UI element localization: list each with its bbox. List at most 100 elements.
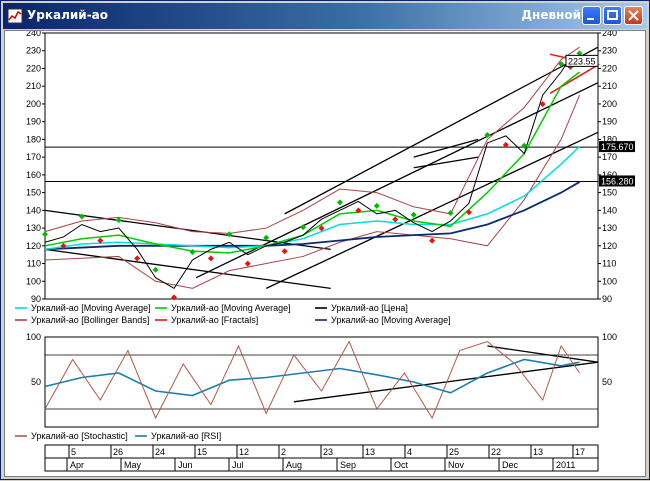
maximize-button[interactable] bbox=[603, 6, 622, 25]
month-label: 2011 bbox=[556, 460, 575, 470]
trend-line bbox=[284, 46, 599, 215]
month-label: Nov bbox=[448, 460, 465, 470]
month-label: Dec bbox=[502, 460, 519, 470]
osc-ytick-label-right: 50 bbox=[602, 377, 612, 387]
horizontal-level-label: 175.670 bbox=[601, 142, 634, 152]
price-ytick-label-left: 240 bbox=[26, 31, 41, 38]
osc-ytick-label-left: 100 bbox=[26, 332, 41, 342]
fractal-down-marker bbox=[134, 255, 141, 262]
fractal-up-marker bbox=[373, 202, 380, 209]
price-ytick-label-right: 240 bbox=[602, 31, 617, 38]
price-ytick-label-left: 90 bbox=[31, 294, 41, 304]
legend-label: Уркалий-ао [Fractals] bbox=[171, 315, 258, 325]
fractal-up-marker bbox=[447, 209, 454, 216]
legend-label: Уркалий-ао [Moving Average] bbox=[31, 303, 151, 313]
month-label: Jun bbox=[178, 460, 193, 470]
close-icon bbox=[628, 10, 639, 21]
price-panel-frame bbox=[44, 32, 599, 300]
fractal-down-marker bbox=[429, 237, 436, 244]
price-ytick-label-right: 150 bbox=[602, 188, 617, 198]
price-ytick-label-right: 200 bbox=[602, 99, 617, 109]
fractal-down-marker bbox=[281, 248, 288, 255]
day-label: 23 bbox=[323, 447, 333, 457]
last-price-label: 223.55 bbox=[568, 56, 596, 66]
price-ytick-label-left: 230 bbox=[26, 46, 41, 56]
day-label: 24 bbox=[155, 447, 165, 457]
day-label: 5 bbox=[71, 447, 76, 457]
bollinger-lower-line bbox=[44, 94, 581, 289]
price-ytick-label-right: 130 bbox=[602, 223, 617, 233]
price-ytick-label-left: 180 bbox=[26, 134, 41, 144]
price-ytick-label-right: 180 bbox=[602, 134, 617, 144]
chart-area: 90 90 100 100 110 110 120 120 130 130 140 140 150 150… bbox=[4, 28, 646, 477]
fractal-up-marker bbox=[484, 131, 491, 138]
fractal-up-marker bbox=[336, 199, 343, 206]
price-ytick-label-right: 140 bbox=[602, 205, 617, 215]
fractal-up-marker bbox=[189, 248, 196, 255]
price-ytick-label-right: 90 bbox=[602, 294, 612, 304]
osc-legend-label: Уркалий-ао [Stochastic] bbox=[31, 431, 128, 441]
fractal-up-marker bbox=[410, 211, 417, 218]
fractal-up-marker bbox=[300, 224, 307, 231]
legend-label: Уркалий-ао [Moving Average] bbox=[171, 303, 291, 313]
day-label: 4 bbox=[407, 447, 412, 457]
chart-app-icon bbox=[7, 8, 23, 24]
fractal-down-marker bbox=[539, 101, 546, 108]
price-ytick-label-left: 120 bbox=[26, 241, 41, 251]
price-ytick-label-right: 210 bbox=[602, 81, 617, 91]
window-title: Уркалий-ао bbox=[27, 8, 109, 22]
day-label: 15 bbox=[197, 447, 207, 457]
month-label: Aug bbox=[286, 460, 302, 470]
close-button[interactable] bbox=[624, 6, 643, 25]
price-ytick-label-right: 220 bbox=[602, 63, 617, 73]
price-ytick-label-left: 200 bbox=[26, 99, 41, 109]
fractal-down-marker bbox=[465, 209, 472, 216]
fractal-down-marker bbox=[355, 207, 362, 214]
minimize-icon bbox=[587, 18, 594, 20]
day-label: 17 bbox=[575, 447, 585, 457]
rsi-line bbox=[44, 358, 580, 397]
minimize-button[interactable] bbox=[582, 6, 601, 25]
price-line bbox=[44, 57, 580, 290]
osc-ytick-label-left: 50 bbox=[31, 377, 41, 387]
fractal-down-marker bbox=[60, 242, 67, 249]
fractal-down-marker bbox=[244, 260, 251, 267]
price-ytick-label-left: 140 bbox=[26, 205, 41, 215]
month-label: Oct bbox=[394, 460, 409, 470]
fractal-up-marker bbox=[152, 266, 159, 273]
osc-legend-label: Уркалий-ао [RSI] bbox=[151, 431, 221, 441]
price-ytick-label-left: 210 bbox=[26, 81, 41, 91]
day-label: 22 bbox=[491, 447, 501, 457]
horizontal-level-tag bbox=[599, 175, 635, 187]
horizontal-level-tag bbox=[599, 141, 635, 153]
price-ytick-label-right: 120 bbox=[602, 241, 617, 251]
day-label: 26 bbox=[113, 447, 123, 457]
bollinger-upper-line bbox=[44, 46, 580, 234]
legend-label: Уркалий-ао [Цена] bbox=[331, 303, 408, 313]
fractal-up-marker bbox=[558, 61, 565, 68]
moving-average-slow-line bbox=[44, 181, 581, 251]
price-ytick-label-right: 160 bbox=[602, 170, 617, 180]
trend-line bbox=[413, 156, 479, 169]
price-ytick-label-right: 100 bbox=[602, 276, 617, 286]
legend-label: Уркалий-ао [Moving Average] bbox=[331, 315, 451, 325]
osc-trend-line bbox=[293, 361, 599, 403]
fractal-down-marker bbox=[171, 294, 178, 301]
fractal-up-marker bbox=[263, 234, 270, 241]
fractal-up-marker bbox=[226, 231, 233, 238]
day-label: 25 bbox=[449, 447, 459, 457]
last-price-tag bbox=[565, 54, 599, 67]
fractal-down-marker bbox=[207, 255, 214, 262]
day-label: 13 bbox=[533, 447, 543, 457]
moving-average-fast-line bbox=[44, 71, 581, 254]
month-label: May bbox=[124, 460, 142, 470]
day-label: 12 bbox=[239, 447, 249, 457]
osc-ytick-label-right: 100 bbox=[602, 332, 617, 342]
trend-line bbox=[413, 138, 479, 158]
fractal-up-marker bbox=[42, 231, 48, 238]
price-ytick-label-left: 150 bbox=[26, 188, 41, 198]
title-bar[interactable]: Уркалий-ао Дневной bbox=[3, 3, 647, 29]
month-label: Jul bbox=[232, 460, 244, 470]
price-ytick-label-left: 130 bbox=[26, 223, 41, 233]
